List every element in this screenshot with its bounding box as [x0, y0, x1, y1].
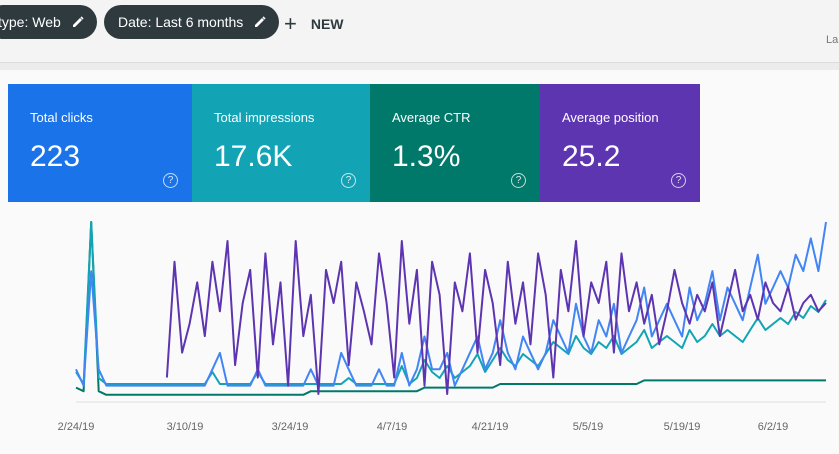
x-tick-label: 6/2/19 — [758, 421, 789, 433]
metric-value: 25.2 — [562, 140, 621, 173]
edit-pencil-icon[interactable] — [253, 15, 267, 29]
help-icon[interactable]: ? — [163, 173, 178, 188]
metric-card-average-position[interactable]: Average position 25.2 ? — [540, 84, 700, 202]
help-icon[interactable]: ? — [341, 173, 356, 188]
series-line-total-impressions — [75, 221, 827, 385]
series-line-average-ctr — [75, 221, 826, 396]
metric-label: Total impressions — [214, 110, 315, 125]
search-type-filter-label: type: Web — [0, 14, 61, 30]
metric-card-total-clicks[interactable]: Total clicks 223 ? — [8, 84, 192, 202]
x-tick-label: 5/19/19 — [664, 421, 701, 433]
new-button-label: NEW — [310, 16, 344, 32]
edit-pencil-icon[interactable] — [71, 15, 85, 29]
new-filter-button[interactable]: + NEW — [284, 10, 344, 38]
metric-value: 17.6K — [214, 140, 293, 173]
metric-label: Average position — [562, 110, 659, 125]
metric-label: Total clicks — [30, 110, 93, 125]
help-icon[interactable]: ? — [511, 173, 526, 188]
truncated-header-text: La — [826, 34, 839, 46]
series-line-total-clicks — [75, 221, 827, 387]
date-filter-chip[interactable]: Date: Last 6 months — [104, 5, 280, 39]
plus-icon: + — [284, 11, 297, 36]
x-tick-label: 5/5/19 — [573, 421, 604, 433]
metric-card-average-ctr[interactable]: Average CTR 1.3% ? — [370, 84, 540, 202]
x-tick-label: 4/21/19 — [472, 421, 509, 433]
help-icon[interactable]: ? — [671, 173, 686, 188]
series-line-average-position — [165, 240, 827, 395]
x-tick-label: 3/10/19 — [167, 421, 204, 433]
x-tick-label: 3/24/19 — [272, 421, 309, 433]
performance-line-chart: 2/24/19 3/10/19 3/24/19 4/7/19 4/21/19 5/5/19… — [58, 221, 827, 433]
metric-value: 223 — [30, 140, 81, 173]
x-tick-label: 4/7/19 — [377, 421, 408, 433]
metric-card-total-impressions[interactable]: Total impressions 17.6K ? — [192, 84, 370, 202]
metric-label: Average CTR — [392, 110, 471, 125]
x-tick-label: 2/24/19 — [58, 421, 95, 433]
date-filter-label: Date: Last 6 months — [118, 14, 244, 30]
metric-value: 1.3% — [392, 140, 461, 173]
search-type-filter-chip[interactable]: type: Web — [0, 5, 97, 39]
filter-toolbar: type: Web Date: Last 6 months + NEW La — [0, 0, 839, 63]
